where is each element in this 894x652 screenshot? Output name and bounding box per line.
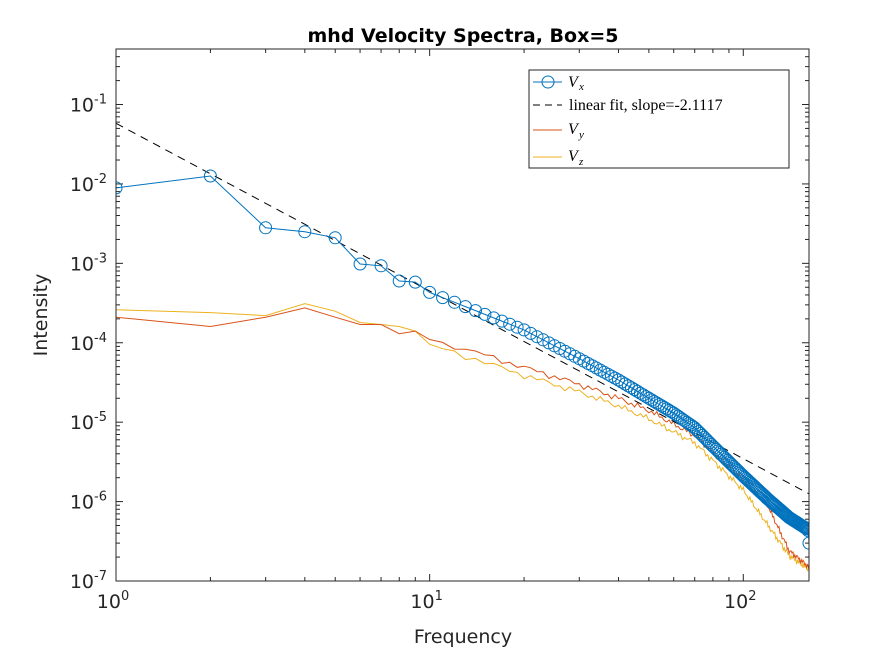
vx-data-point — [478, 307, 492, 321]
axis-ticks — [115, 48, 809, 582]
vx-data-point — [392, 274, 406, 288]
vx-data-point — [699, 432, 713, 446]
fit-line — [116, 122, 809, 495]
vx-data-point — [524, 326, 538, 340]
x-tick-label: 101 — [410, 589, 442, 613]
vx-data-point — [203, 169, 217, 183]
vx-data-point — [669, 408, 683, 422]
x-tick-label: 102 — [724, 589, 756, 613]
x-axis-label: Frequency — [414, 626, 512, 648]
legend-label-fit: linear fit, slope=-2.1117 — [569, 97, 723, 114]
vx-data-point — [423, 285, 437, 299]
vx-data-point — [618, 377, 632, 391]
vx-data-point — [503, 317, 517, 331]
vx-data-point — [259, 221, 273, 235]
x-tick-label: 100 — [97, 589, 129, 613]
legend-item-fit: linear fit, slope=-2.1117 — [533, 97, 723, 114]
y-tick-label: 10-6 — [70, 490, 107, 514]
y-axis-label: Intensity — [30, 274, 52, 357]
legend-label-vx: V — [568, 74, 580, 91]
series-line-z-line — [116, 303, 809, 572]
legend: V x linear fit, slope=-2.1117 V y V z — [528, 69, 790, 169]
vx-data-point — [298, 225, 312, 239]
legend-label-vy: V — [568, 121, 580, 138]
vx-data-point — [706, 439, 720, 453]
vx-data-point — [487, 311, 501, 325]
vx-data-point — [608, 371, 622, 385]
vx-data-point — [701, 434, 715, 448]
y-tick-label: 10-5 — [70, 410, 107, 434]
legend-item-vz: V z — [533, 148, 584, 168]
legend-sub-vy: y — [578, 129, 584, 141]
vx-data-point — [605, 369, 618, 383]
legend-box — [528, 69, 790, 169]
vx-data-point — [593, 363, 607, 377]
vx-data-point — [704, 437, 718, 451]
plot-frame — [115, 48, 810, 582]
y-tick-label: 10-4 — [70, 331, 107, 355]
vx-data-point — [530, 330, 544, 344]
legend-item-vy: V y — [533, 121, 584, 141]
vx-data-point — [697, 430, 711, 444]
vx-data-point — [702, 436, 716, 450]
vx-data-point — [495, 314, 509, 328]
vx-data-point — [517, 323, 531, 337]
y-tick-label: 10-7 — [70, 569, 107, 593]
legend-sub-vz: z — [578, 156, 584, 168]
series-layer — [116, 122, 809, 572]
vx-data-point — [695, 428, 709, 442]
vx-data-point — [612, 373, 625, 387]
vx-data-point — [116, 181, 123, 195]
y-tick-label: 10-2 — [70, 172, 107, 196]
vx-data-point — [799, 521, 809, 535]
vx-data-point — [374, 259, 388, 273]
y-tick-label: 10-1 — [70, 93, 107, 117]
vx-data-point — [802, 536, 809, 550]
vx-data-point — [510, 320, 524, 334]
y-tick-label: 10-3 — [70, 251, 107, 275]
vx-data-point — [667, 406, 681, 420]
circle-marker-icon — [541, 75, 555, 89]
vx-data-point — [408, 275, 422, 289]
vx-data-point — [448, 295, 461, 309]
legend-sub-vx: x — [578, 81, 584, 93]
vx-data-point — [328, 231, 342, 245]
vx-data-point — [601, 367, 615, 381]
x-tick-labels: 100 101 102 — [97, 589, 757, 613]
vx-data-point — [615, 375, 629, 389]
vx-data-point — [353, 257, 367, 271]
vx-data-point — [469, 304, 482, 318]
chart-title: mhd Velocity Spectra, Box=5 — [308, 25, 619, 47]
vx-data-point — [797, 520, 809, 534]
vx-data-point — [708, 441, 722, 455]
y-tick-labels: 10-7 10-6 10-5 10-4 10-3 10-2 10-1 — [70, 93, 107, 593]
legend-item-vx: V x — [533, 74, 584, 93]
vx-data-point — [436, 291, 450, 305]
legend-label-vz: V — [568, 148, 580, 165]
vx-data-point — [800, 522, 809, 536]
